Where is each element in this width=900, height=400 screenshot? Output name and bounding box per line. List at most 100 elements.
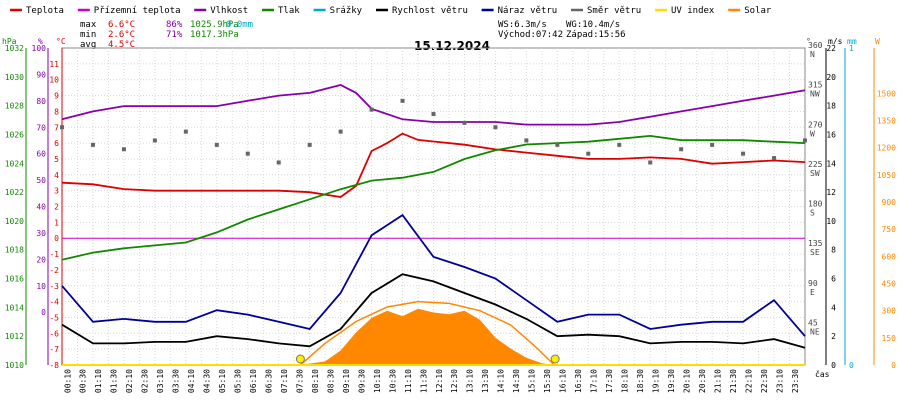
tick-direction-name-7: NE <box>810 327 820 336</box>
series-5-point-17 <box>586 151 591 156</box>
x-tick-25: 12:30 <box>450 369 459 393</box>
tick-temperature-15: 7 <box>54 123 59 132</box>
series-5-point-21 <box>710 142 715 147</box>
series-5-point-5 <box>214 142 219 147</box>
series-5-point-10 <box>369 107 374 112</box>
legend-label-8: UV index <box>671 6 715 16</box>
series-5-point-23 <box>772 156 777 161</box>
tick-direction-4: 180 <box>808 200 823 209</box>
x-tick-29: 14:30 <box>512 369 521 393</box>
x-tick-32: 16:10 <box>559 369 568 393</box>
x-tick-21: 10:30 <box>388 369 397 393</box>
x-tick-11: 05:30 <box>234 369 243 393</box>
x-tick-14: 07:10 <box>280 369 289 393</box>
tick-wind-6: 12 <box>826 188 836 197</box>
stat-min-label: min <box>80 30 96 40</box>
tick-pressure-6: 1022 <box>5 188 24 197</box>
stat-avg-label: avg <box>80 40 96 50</box>
tick-wind-8: 16 <box>826 130 836 139</box>
tick-pressure-5: 1020 <box>5 217 24 226</box>
tick-temperature-12: 4 <box>54 171 59 180</box>
stat-wind-speed: WS:6.3m/s <box>498 20 547 30</box>
tick-temperature-13: 5 <box>54 155 59 164</box>
tick-wind-10: 20 <box>826 73 836 82</box>
series-1-line <box>61 84 806 126</box>
tick-solar-3: 450 <box>882 279 897 288</box>
tick-solar-8: 1200 <box>877 144 896 153</box>
series-5-point-7 <box>276 160 281 165</box>
tick-temperature-7: -1 <box>49 250 59 259</box>
axis-label-humidity: % <box>38 37 43 46</box>
tick-wind-0: 0 <box>831 361 836 370</box>
tick-humidity-4: 40 <box>36 203 46 212</box>
tick-direction-name-6: E <box>810 288 815 297</box>
x-tick-44: 22:10 <box>744 369 753 393</box>
tick-temperature-14: 6 <box>54 139 59 148</box>
x-tick-26: 13:10 <box>466 369 475 393</box>
legend-label-5: Rychlost větru <box>392 6 468 16</box>
tick-temperature-0: -8 <box>49 361 59 370</box>
x-tick-42: 21:10 <box>713 369 722 393</box>
tick-direction-name-0: N <box>810 50 815 59</box>
stat-avg-temp: 4.5°C <box>108 40 135 50</box>
legend-label-0: Teplota <box>26 6 64 16</box>
x-tick-15: 07:30 <box>295 369 304 393</box>
x-tick-5: 02:30 <box>141 369 150 393</box>
series-5-point-16 <box>555 142 560 147</box>
x-tick-31: 15:30 <box>543 369 552 393</box>
x-tick-45: 22:30 <box>760 369 769 393</box>
tick-humidity-8: 80 <box>36 97 46 106</box>
axis-label-direction: ° <box>806 37 811 46</box>
tick-temperature-16: 8 <box>54 107 59 116</box>
tick-pressure-0: 1010 <box>5 361 24 370</box>
series-solar-area <box>300 308 555 365</box>
stat-min-press: 1017.3hPa <box>190 30 239 40</box>
tick-direction-1: 315 <box>808 81 823 90</box>
x-tick-3: 01:30 <box>110 369 119 393</box>
tick-humidity-3: 30 <box>36 229 46 238</box>
x-axis-label: čas <box>815 369 830 379</box>
x-tick-41: 20:30 <box>698 369 707 393</box>
x-tick-1: 00:30 <box>79 369 88 393</box>
axis-label-pressure: hPa <box>2 37 17 46</box>
series-5-point-19 <box>648 160 653 165</box>
tick-temperature-6: -2 <box>49 266 59 275</box>
x-tick-34: 17:10 <box>590 369 599 393</box>
x-tick-17: 08:30 <box>326 369 335 393</box>
x-tick-12: 06:10 <box>249 369 258 393</box>
tick-solar-9: 1350 <box>877 116 896 125</box>
tick-wind-7: 14 <box>826 159 836 168</box>
x-tick-46: 23:10 <box>775 369 784 393</box>
tick-temperature-10: 2 <box>54 203 59 212</box>
tick-rain-1: 1 <box>849 44 854 53</box>
x-tick-39: 19:30 <box>667 369 676 393</box>
tick-pressure-10: 1030 <box>5 73 24 82</box>
tick-humidity-2: 20 <box>36 255 46 264</box>
series-5-point-12 <box>431 112 436 117</box>
tick-direction-name-1: NW <box>810 90 820 99</box>
tick-direction-2: 270 <box>808 120 823 129</box>
legend-label-7: Směr větru <box>587 6 641 16</box>
x-tick-2: 01:10 <box>94 369 103 393</box>
tick-humidity-0: 0 <box>41 308 46 317</box>
series-5-point-24 <box>803 138 807 143</box>
series-5-point-22 <box>741 151 746 156</box>
x-tick-0: 00:10 <box>63 369 72 393</box>
x-tick-18: 09:10 <box>342 369 351 393</box>
x-tick-47: 23:30 <box>791 369 800 393</box>
stat-max-temp: 6.6°C <box>108 20 135 30</box>
tick-wind-9: 18 <box>826 102 836 111</box>
tick-wind-5: 10 <box>826 217 836 226</box>
x-tick-40: 20:10 <box>682 369 691 393</box>
x-tick-43: 21:30 <box>729 369 738 393</box>
tick-solar-7: 1050 <box>877 171 896 180</box>
tick-wind-4: 8 <box>831 246 836 255</box>
tick-temperature-5: -3 <box>49 282 59 291</box>
tick-temperature-2: -6 <box>49 329 59 338</box>
stat-wind-gust: WG:10.4m/s <box>566 20 620 30</box>
tick-pressure-7: 1024 <box>5 159 24 168</box>
tick-solar-10: 1500 <box>877 89 896 98</box>
tick-pressure-11: 1032 <box>5 44 24 53</box>
series-5-point-8 <box>307 142 312 147</box>
